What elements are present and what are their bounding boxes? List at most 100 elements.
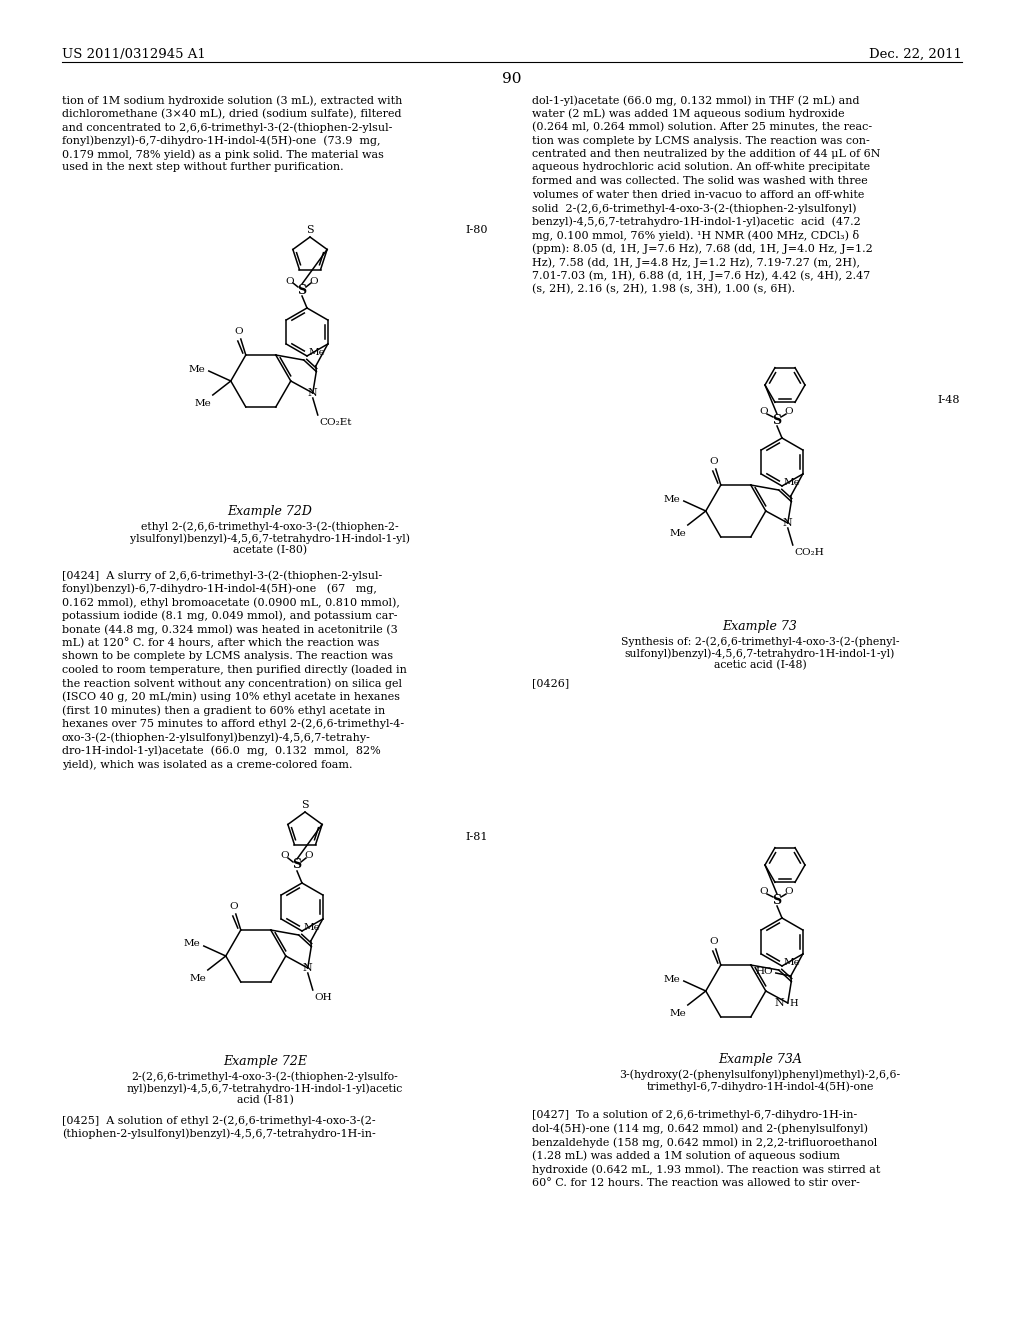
Text: 3-(hydroxy(2-(phenylsulfonyl)phenyl)methyl)-2,6,6-: 3-(hydroxy(2-(phenylsulfonyl)phenyl)meth… bbox=[620, 1069, 900, 1080]
Text: CO₂H: CO₂H bbox=[795, 548, 824, 557]
Text: (first 10 minutes) then a gradient to 60% ethyl acetate in: (first 10 minutes) then a gradient to 60… bbox=[62, 705, 385, 715]
Text: Synthesis of: 2-(2,6,6-trimethyl-4-oxo-3-(2-(phenyl-: Synthesis of: 2-(2,6,6-trimethyl-4-oxo-3… bbox=[621, 636, 899, 647]
Text: O: O bbox=[760, 887, 768, 896]
Text: dol-4(5H)-one (114 mg, 0.642 mmol) and 2-(phenylsulfonyl): dol-4(5H)-one (114 mg, 0.642 mmol) and 2… bbox=[532, 1123, 868, 1134]
Text: mg, 0.100 mmol, 76% yield). ¹H NMR (400 MHz, CDCl₃) δ: mg, 0.100 mmol, 76% yield). ¹H NMR (400 … bbox=[532, 230, 859, 242]
Text: nyl)benzyl)-4,5,6,7-tetrahydro-1H-indol-1-yl)acetic: nyl)benzyl)-4,5,6,7-tetrahydro-1H-indol-… bbox=[127, 1082, 403, 1093]
Text: Example 72E: Example 72E bbox=[223, 1055, 307, 1068]
Text: benzaldehyde (158 mg, 0.642 mmol) in 2,2,2-trifluoroethanol: benzaldehyde (158 mg, 0.642 mmol) in 2,2… bbox=[532, 1137, 878, 1147]
Text: volumes of water then dried in-vacuo to afford an off-white: volumes of water then dried in-vacuo to … bbox=[532, 190, 864, 199]
Text: formed and was collected. The solid was washed with three: formed and was collected. The solid was … bbox=[532, 176, 867, 186]
Text: Me: Me bbox=[669, 529, 686, 539]
Text: Me: Me bbox=[183, 940, 200, 949]
Text: I-80: I-80 bbox=[466, 224, 488, 235]
Text: N: N bbox=[774, 998, 783, 1008]
Text: benzyl)-4,5,6,7-tetrahydro-1H-indol-1-yl)acetic  acid  (47.2: benzyl)-4,5,6,7-tetrahydro-1H-indol-1-yl… bbox=[532, 216, 861, 227]
Text: [0424]  A slurry of 2,6,6-trimethyl-3-(2-(thiophen-2-ylsul-: [0424] A slurry of 2,6,6-trimethyl-3-(2-… bbox=[62, 570, 382, 581]
Text: O: O bbox=[234, 327, 243, 337]
Text: (ISCO 40 g, 20 mL/min) using 10% ethyl acetate in hexanes: (ISCO 40 g, 20 mL/min) using 10% ethyl a… bbox=[62, 692, 400, 702]
Text: Me: Me bbox=[663, 974, 680, 983]
Text: water (2 mL) was added 1M aqueous sodium hydroxide: water (2 mL) was added 1M aqueous sodium… bbox=[532, 108, 845, 119]
Text: tion was complete by LCMS analysis. The reaction was con-: tion was complete by LCMS analysis. The … bbox=[532, 136, 869, 145]
Text: [0426]: [0426] bbox=[532, 678, 569, 688]
Text: S: S bbox=[297, 284, 306, 297]
Text: S: S bbox=[772, 413, 781, 426]
Text: O: O bbox=[305, 851, 313, 861]
Text: 90: 90 bbox=[502, 73, 522, 86]
Text: tion of 1M sodium hydroxide solution (3 mL), extracted with: tion of 1M sodium hydroxide solution (3 … bbox=[62, 95, 402, 106]
Text: O: O bbox=[784, 408, 794, 417]
Text: N: N bbox=[303, 964, 312, 973]
Text: dichloromethane (3×40 mL), dried (sodium sulfate), filtered: dichloromethane (3×40 mL), dried (sodium… bbox=[62, 108, 401, 119]
Text: bonate (44.8 mg, 0.324 mmol) was heated in acetonitrile (3: bonate (44.8 mg, 0.324 mmol) was heated … bbox=[62, 624, 397, 635]
Text: yield), which was isolated as a creme-colored foam.: yield), which was isolated as a creme-co… bbox=[62, 759, 352, 770]
Text: S: S bbox=[772, 894, 781, 907]
Text: 7.01-7.03 (m, 1H), 6.88 (d, 1H, J=7.6 Hz), 4.42 (s, 4H), 2.47: 7.01-7.03 (m, 1H), 6.88 (d, 1H, J=7.6 Hz… bbox=[532, 271, 870, 281]
Text: 0.162 mmol), ethyl bromoacetate (0.0900 mL, 0.810 mmol),: 0.162 mmol), ethyl bromoacetate (0.0900 … bbox=[62, 597, 400, 607]
Text: I-81: I-81 bbox=[466, 832, 488, 842]
Text: (thiophen-2-ylsulfonyl)benzyl)-4,5,6,7-tetrahydro-1H-in-: (thiophen-2-ylsulfonyl)benzyl)-4,5,6,7-t… bbox=[62, 1129, 376, 1139]
Text: S: S bbox=[293, 858, 301, 871]
Text: fonyl)benzyl)-6,7-dihydro-1H-indol-4(5H)-one  (73.9  mg,: fonyl)benzyl)-6,7-dihydro-1H-indol-4(5H)… bbox=[62, 136, 381, 147]
Text: O: O bbox=[710, 457, 718, 466]
Text: O: O bbox=[281, 851, 290, 861]
Text: Me: Me bbox=[194, 399, 211, 408]
Text: aqueous hydrochloric acid solution. An off-white precipitate: aqueous hydrochloric acid solution. An o… bbox=[532, 162, 870, 173]
Text: mL) at 120° C. for 4 hours, after which the reaction was: mL) at 120° C. for 4 hours, after which … bbox=[62, 638, 379, 648]
Text: O: O bbox=[760, 408, 768, 417]
Text: US 2011/0312945 A1: US 2011/0312945 A1 bbox=[62, 48, 206, 61]
Text: O: O bbox=[309, 276, 318, 285]
Text: trimethyl-6,7-dihydro-1H-indol-4(5H)-one: trimethyl-6,7-dihydro-1H-indol-4(5H)-one bbox=[646, 1081, 873, 1092]
Text: ylsulfonyl)benzyl)-4,5,6,7-tetrahydro-1H-indol-1-yl): ylsulfonyl)benzyl)-4,5,6,7-tetrahydro-1H… bbox=[130, 533, 410, 544]
Text: cooled to room temperature, then purified directly (loaded in: cooled to room temperature, then purifie… bbox=[62, 664, 407, 675]
Text: Me: Me bbox=[663, 495, 680, 503]
Text: the reaction solvent without any concentration) on silica gel: the reaction solvent without any concent… bbox=[62, 678, 402, 689]
Text: 0.179 mmol, 78% yield) as a pink solid. The material was: 0.179 mmol, 78% yield) as a pink solid. … bbox=[62, 149, 384, 160]
Text: O: O bbox=[286, 276, 294, 285]
Text: (1.28 mL) was added a 1M solution of aqueous sodium: (1.28 mL) was added a 1M solution of aqu… bbox=[532, 1151, 840, 1162]
Text: HO: HO bbox=[755, 966, 773, 975]
Text: Dec. 22, 2011: Dec. 22, 2011 bbox=[869, 48, 962, 61]
Text: 2-(2,6,6-trimethyl-4-oxo-3-(2-(thiophen-2-ylsulfo-: 2-(2,6,6-trimethyl-4-oxo-3-(2-(thiophen-… bbox=[132, 1071, 398, 1081]
Text: I-48: I-48 bbox=[938, 395, 961, 405]
Text: N: N bbox=[783, 517, 793, 528]
Text: acid (I-81): acid (I-81) bbox=[237, 1096, 294, 1105]
Text: O: O bbox=[229, 902, 239, 911]
Text: fonyl)benzyl)-6,7-dihydro-1H-indol-4(5H)-one   (67   mg,: fonyl)benzyl)-6,7-dihydro-1H-indol-4(5H)… bbox=[62, 583, 377, 594]
Text: oxo-3-(2-(thiophen-2-ylsulfonyl)benzyl)-4,5,6,7-tetrahy-: oxo-3-(2-(thiophen-2-ylsulfonyl)benzyl)-… bbox=[62, 733, 371, 743]
Text: CO₂Et: CO₂Et bbox=[319, 418, 352, 426]
Text: shown to be complete by LCMS analysis. The reaction was: shown to be complete by LCMS analysis. T… bbox=[62, 651, 393, 661]
Text: solid  2-(2,6,6-trimethyl-4-oxo-3-(2-(thiophen-2-ylsulfonyl): solid 2-(2,6,6-trimethyl-4-oxo-3-(2-(thi… bbox=[532, 203, 856, 214]
Text: O: O bbox=[710, 937, 718, 946]
Text: Me: Me bbox=[309, 348, 326, 356]
Text: hydroxide (0.642 mL, 1.93 mmol). The reaction was stirred at: hydroxide (0.642 mL, 1.93 mmol). The rea… bbox=[532, 1164, 881, 1175]
Text: Me: Me bbox=[783, 958, 801, 968]
Text: S: S bbox=[306, 224, 313, 235]
Text: [0427]  To a solution of 2,6,6-trimethyl-6,7-dihydro-1H-in-: [0427] To a solution of 2,6,6-trimethyl-… bbox=[532, 1110, 857, 1119]
Text: sulfonyl)benzyl)-4,5,6,7-tetrahydro-1H-indol-1-yl): sulfonyl)benzyl)-4,5,6,7-tetrahydro-1H-i… bbox=[625, 648, 895, 659]
Text: N: N bbox=[308, 388, 317, 399]
Text: ethyl 2-(2,6,6-trimethyl-4-oxo-3-(2-(thiophen-2-: ethyl 2-(2,6,6-trimethyl-4-oxo-3-(2-(thi… bbox=[141, 521, 398, 532]
Text: centrated and then neutralized by the addition of 44 μL of 6N: centrated and then neutralized by the ad… bbox=[532, 149, 881, 158]
Text: 60° C. for 12 hours. The reaction was allowed to stir over-: 60° C. for 12 hours. The reaction was al… bbox=[532, 1177, 860, 1188]
Text: Me: Me bbox=[189, 974, 206, 983]
Text: Me: Me bbox=[669, 1008, 686, 1018]
Text: Me: Me bbox=[783, 478, 801, 487]
Text: potassium iodide (8.1 mg, 0.049 mmol), and potassium car-: potassium iodide (8.1 mg, 0.049 mmol), a… bbox=[62, 610, 397, 622]
Text: acetic acid (I-48): acetic acid (I-48) bbox=[714, 660, 806, 671]
Text: [0425]  A solution of ethyl 2-(2,6,6-trimethyl-4-oxo-3-(2-: [0425] A solution of ethyl 2-(2,6,6-trim… bbox=[62, 1115, 376, 1126]
Text: (0.264 ml, 0.264 mmol) solution. After 25 minutes, the reac-: (0.264 ml, 0.264 mmol) solution. After 2… bbox=[532, 121, 872, 132]
Text: and concentrated to 2,6,6-trimethyl-3-(2-(thiophen-2-ylsul-: and concentrated to 2,6,6-trimethyl-3-(2… bbox=[62, 121, 392, 132]
Text: hexanes over 75 minutes to afford ethyl 2-(2,6,6-trimethyl-4-: hexanes over 75 minutes to afford ethyl … bbox=[62, 718, 404, 729]
Text: Example 73: Example 73 bbox=[723, 620, 798, 634]
Text: OH: OH bbox=[314, 993, 333, 1002]
Text: Me: Me bbox=[304, 923, 321, 932]
Text: O: O bbox=[784, 887, 794, 896]
Text: S: S bbox=[301, 800, 309, 810]
Text: (s, 2H), 2.16 (s, 2H), 1.98 (s, 3H), 1.00 (s, 6H).: (s, 2H), 2.16 (s, 2H), 1.98 (s, 3H), 1.0… bbox=[532, 284, 795, 294]
Text: Me: Me bbox=[188, 364, 205, 374]
Text: Hz), 7.58 (dd, 1H, J=4.8 Hz, J=1.2 Hz), 7.19-7.27 (m, 2H),: Hz), 7.58 (dd, 1H, J=4.8 Hz, J=1.2 Hz), … bbox=[532, 257, 860, 268]
Text: Example 73A: Example 73A bbox=[718, 1053, 802, 1067]
Text: H: H bbox=[790, 998, 799, 1007]
Text: (ppm): 8.05 (d, 1H, J=7.6 Hz), 7.68 (dd, 1H, J=4.0 Hz, J=1.2: (ppm): 8.05 (d, 1H, J=7.6 Hz), 7.68 (dd,… bbox=[532, 243, 872, 253]
